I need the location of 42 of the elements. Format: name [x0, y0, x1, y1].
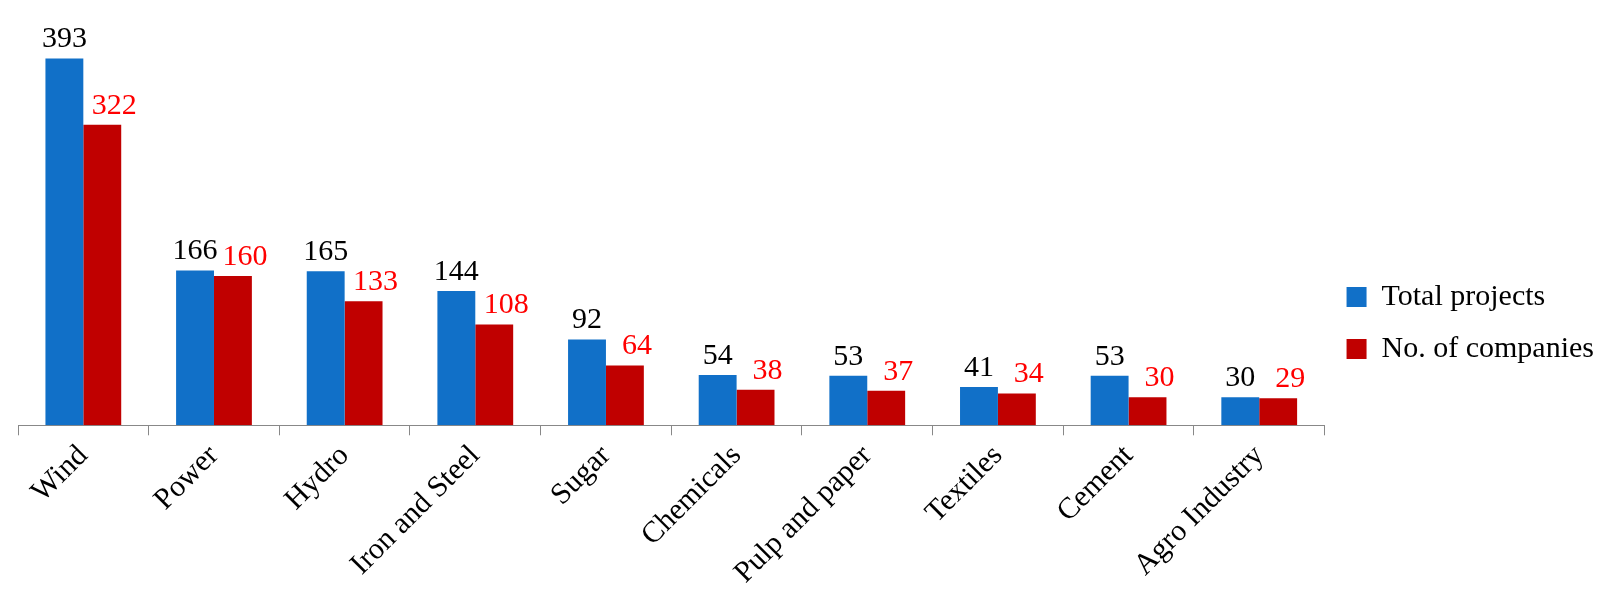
- bar: [1221, 397, 1260, 426]
- bar: [1128, 397, 1167, 426]
- bar: [45, 58, 84, 426]
- data-label: 160: [222, 237, 268, 271]
- data-label: 30: [1144, 359, 1175, 393]
- bar: [960, 387, 998, 426]
- bar: [997, 393, 1036, 426]
- bar: [1090, 375, 1129, 426]
- data-label: 34: [1013, 355, 1044, 389]
- bar: [829, 375, 868, 426]
- legend-label: Total projects: [1381, 277, 1546, 311]
- data-label: 322: [91, 86, 137, 120]
- data-label: 393: [41, 20, 87, 54]
- data-label: 166: [172, 232, 218, 266]
- bar: [605, 365, 644, 426]
- bar: [344, 301, 383, 426]
- data-label: 108: [483, 286, 529, 320]
- data-label: 64: [621, 327, 652, 361]
- data-label: 144: [433, 252, 479, 286]
- data-label: 53: [833, 337, 864, 371]
- data-label: 133: [353, 263, 399, 297]
- bar: [176, 270, 214, 426]
- legend-label: No. of companies: [1381, 329, 1595, 363]
- data-label: 165: [303, 233, 349, 267]
- bar: [867, 390, 906, 426]
- data-label: 41: [963, 348, 994, 382]
- data-label: 54: [702, 336, 733, 370]
- data-label: 53: [1094, 337, 1125, 371]
- bar: [1259, 398, 1298, 426]
- bar: [475, 324, 514, 426]
- data-label: 37: [883, 352, 914, 386]
- data-label: 92: [572, 301, 602, 335]
- bar: [437, 290, 476, 426]
- bar: [83, 124, 122, 426]
- data-label: 29: [1275, 360, 1306, 394]
- data-label: 38: [752, 351, 783, 385]
- data-label: 30: [1225, 359, 1256, 393]
- bar: [568, 339, 606, 426]
- bar: [698, 374, 737, 426]
- bar: [213, 275, 252, 426]
- bar: [306, 271, 345, 426]
- bar: [736, 389, 775, 426]
